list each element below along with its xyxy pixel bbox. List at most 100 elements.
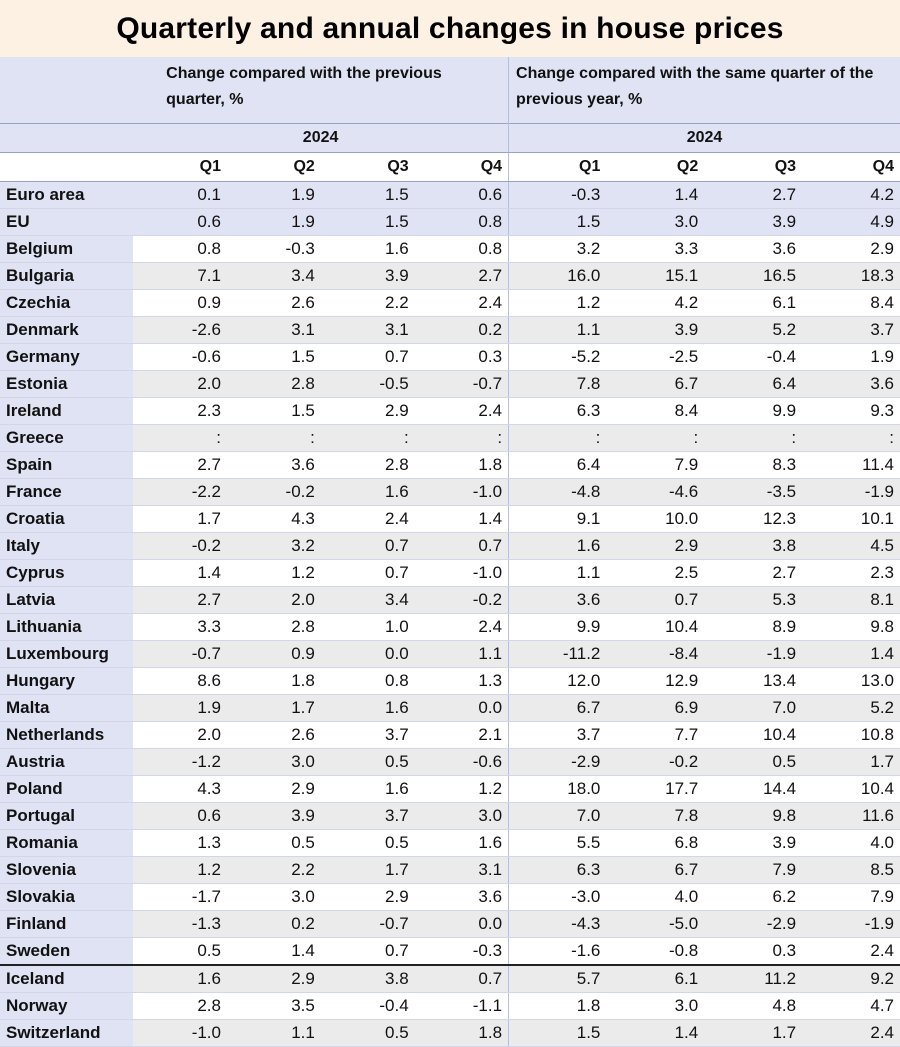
- yoy-q4-cell: 1.9: [802, 343, 900, 371]
- yoy-q3-cell: 7.9: [704, 856, 803, 884]
- yoy-q1-cell: -4.3: [508, 910, 607, 938]
- table-row: Italy -0.2 3.2 0.7 0.7 1.6 2.9 3.8 4.5: [0, 532, 900, 560]
- qoq-q1-cell: -2.6: [133, 316, 227, 344]
- yoy-q2-cell: 17.7: [606, 775, 705, 803]
- yoy-q3-cell: 10.4: [704, 721, 803, 749]
- qoq-q2-cell: 3.2: [226, 532, 321, 560]
- qoq-q3-cell: 0.5: [320, 829, 415, 857]
- yoy-q1-cell: 7.8: [508, 370, 607, 398]
- qoq-q2-cell: 2.6: [226, 289, 321, 317]
- yoy-q1-cell: 6.3: [508, 856, 607, 884]
- yoy-q1-cell: -1.6: [508, 937, 607, 966]
- yoy-q2-cell: 3.0: [606, 208, 705, 236]
- qoq-q2-cell: 3.5: [226, 992, 321, 1020]
- qoq-q4-cell: 1.8: [414, 451, 509, 479]
- table-row: Estonia 2.0 2.8 -0.5 -0.7 7.8 6.7 6.4 3.6: [0, 370, 900, 398]
- qoq-q3-cell: 2.8: [320, 451, 415, 479]
- yoy-q1-cell: 1.8: [508, 992, 607, 1020]
- qoq-q4-cell: 3.0: [414, 802, 509, 830]
- yoy-q1-cell: 1.2: [508, 289, 607, 317]
- country-cell: Poland: [0, 775, 134, 803]
- quarter-header-qoq-q4: Q4: [414, 152, 509, 182]
- country-cell: Germany: [0, 343, 134, 371]
- yoy-q1-cell: 1.5: [508, 208, 607, 236]
- group-header-row: Change compared with the previous quarte…: [0, 57, 900, 124]
- table-row: Lithuania 3.3 2.8 1.0 2.4 9.9 10.4 8.9 9.8: [0, 613, 900, 641]
- table-row: Netherlands 2.0 2.6 3.7 2.1 3.7 7.7 10.4 10.8: [0, 721, 900, 749]
- qoq-q3-cell: -0.4: [320, 992, 415, 1020]
- quarter-header-qoq-q1: Q1: [133, 152, 227, 182]
- quarter-header-qoq-q3: Q3: [320, 152, 415, 182]
- qoq-q4-cell: 1.3: [414, 667, 509, 695]
- country-cell: Finland: [0, 910, 134, 938]
- qoq-q3-cell: 1.5: [320, 181, 415, 209]
- yoy-q3-cell: 7.0: [704, 694, 803, 722]
- qoq-q2-cell: 1.4: [226, 937, 321, 966]
- country-cell: Slovenia: [0, 856, 134, 884]
- yoy-q1-cell: 6.3: [508, 397, 607, 425]
- qoq-q2-cell: 1.7: [226, 694, 321, 722]
- qoq-q2-cell: 3.0: [226, 883, 321, 911]
- country-cell: Switzerland: [0, 1019, 134, 1047]
- yoy-q1-cell: 1.6: [508, 532, 607, 560]
- yoy-q3-cell: 0.5: [704, 748, 803, 776]
- qoq-q4-cell: 0.7: [414, 964, 509, 993]
- table-row: Greece::::::::: [0, 424, 900, 452]
- qoq-q4-cell: 0.2: [414, 316, 509, 344]
- qoq-q3-cell: -0.7: [320, 910, 415, 938]
- yoy-q3-cell: 8.3: [704, 451, 803, 479]
- table-row: Ireland 2.3 1.5 2.9 2.4 6.3 8.4 9.9 9.3: [0, 397, 900, 425]
- yoy-q4-cell: 4.0: [802, 829, 900, 857]
- yoy-q2-cell: 3.3: [606, 235, 705, 263]
- qoq-q2-cell: 1.8: [226, 667, 321, 695]
- yoy-q4-cell: -1.9: [802, 478, 900, 506]
- qoq-q3-cell: 1.6: [320, 694, 415, 722]
- qoq-q2-cell: 2.0: [226, 586, 321, 614]
- yoy-q3-cell: -3.5: [704, 478, 803, 506]
- yoy-q1-cell: 9.9: [508, 613, 607, 641]
- yoy-q2-cell: 6.8: [606, 829, 705, 857]
- yoy-q3-cell: 8.9: [704, 613, 803, 641]
- qoq-q2-cell: 0.9: [226, 640, 321, 668]
- qoq-q4-cell: 0.7: [414, 532, 509, 560]
- table-row: Romania 1.3 0.5 0.5 1.6 5.5 6.8 3.9 4.0: [0, 829, 900, 857]
- qoq-q4-cell: 0.6: [414, 181, 509, 209]
- yoy-q2-cell: 1.4: [606, 181, 705, 209]
- qoq-q3-cell: 1.7: [320, 856, 415, 884]
- yoy-q4-cell: 18.3: [802, 262, 900, 290]
- year-header-row: 2024 2024: [0, 123, 900, 153]
- qoq-q3-cell: 2.4: [320, 505, 415, 533]
- country-cell: Austria: [0, 748, 134, 776]
- yoy-q3-cell: 5.3: [704, 586, 803, 614]
- qoq-q3-cell: 0.0: [320, 640, 415, 668]
- yoy-q2-cell: :: [606, 424, 705, 452]
- country-cell: Estonia: [0, 370, 134, 398]
- yoy-q3-cell: 9.8: [704, 802, 803, 830]
- yoy-q4-cell: 10.1: [802, 505, 900, 533]
- yoy-q4-cell: 7.9: [802, 883, 900, 911]
- qoq-q4-cell: -1.1: [414, 992, 509, 1020]
- year-corner-cell: [0, 123, 134, 153]
- qoq-q1-cell: -1.0: [133, 1019, 227, 1047]
- yoy-q1-cell: 1.1: [508, 316, 607, 344]
- qoq-q1-cell: 7.1: [133, 262, 227, 290]
- yoy-q4-cell: 1.7: [802, 748, 900, 776]
- yoy-q3-cell: 1.7: [704, 1019, 803, 1047]
- qoq-q2-cell: -0.3: [226, 235, 321, 263]
- yoy-q4-cell: -1.9: [802, 910, 900, 938]
- qoq-q1-cell: 1.3: [133, 829, 227, 857]
- country-cell: Spain: [0, 451, 134, 479]
- yoy-q4-cell: 9.8: [802, 613, 900, 641]
- yoy-q2-cell: 12.9: [606, 667, 705, 695]
- yoy-q3-cell: 5.2: [704, 316, 803, 344]
- yoy-q4-cell: 10.8: [802, 721, 900, 749]
- qoq-q2-cell: 0.2: [226, 910, 321, 938]
- yoy-q4-cell: 4.2: [802, 181, 900, 209]
- qoq-q4-cell: 3.6: [414, 883, 509, 911]
- yoy-q3-cell: 3.8: [704, 532, 803, 560]
- yoy-q3-cell: 3.9: [704, 208, 803, 236]
- quarter-header-qoq-q2: Q2: [226, 152, 321, 182]
- yoy-q2-cell: 7.7: [606, 721, 705, 749]
- country-cell: Latvia: [0, 586, 134, 614]
- yoy-q2-cell: 2.5: [606, 559, 705, 587]
